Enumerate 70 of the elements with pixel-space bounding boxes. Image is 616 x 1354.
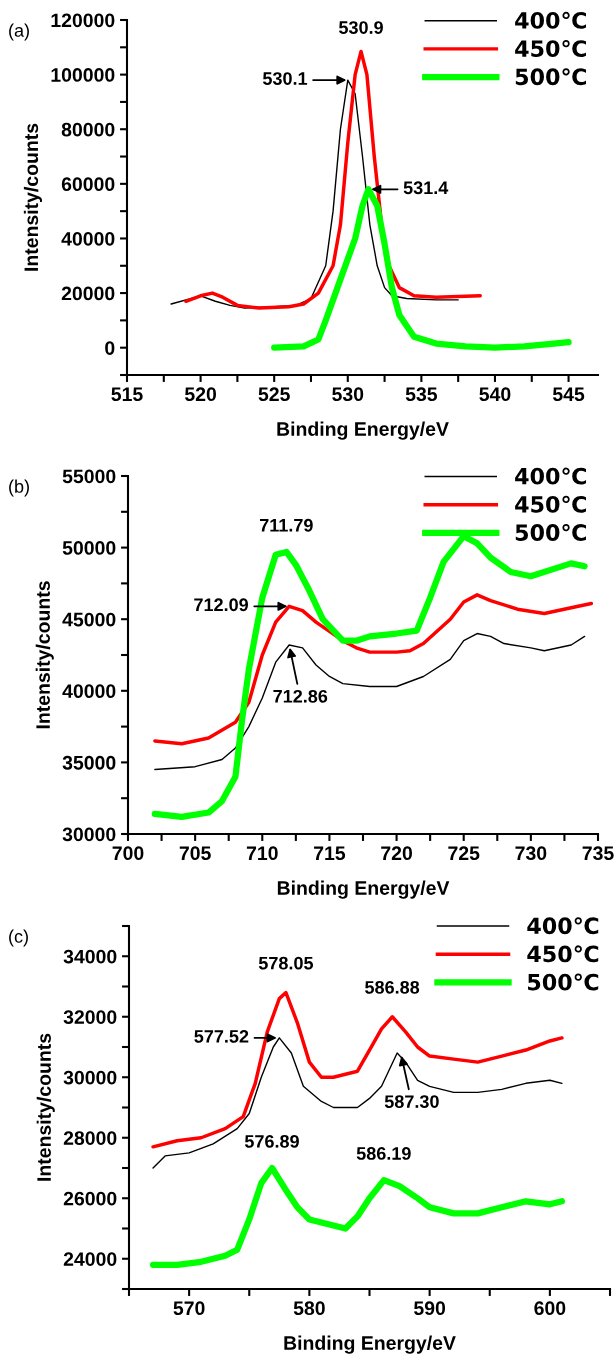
x-axis-title: Binding Energy/eV: [277, 880, 450, 899]
legend-label: 450℃: [527, 945, 599, 963]
chart-title: (c): [9, 929, 28, 947]
x-tick-label: 735: [582, 846, 614, 861]
annotation: 712.09: [194, 598, 249, 612]
annotation: 576.89: [244, 1134, 299, 1148]
y-tick-label: 40000: [62, 684, 116, 699]
line-series: [154, 632, 586, 771]
y-tick-label: 40000: [61, 231, 115, 246]
chart-title: (b): [9, 479, 29, 497]
y-tick-label: 45000: [62, 612, 116, 627]
annotation: 711.79: [259, 518, 313, 532]
legend-label: 500℃: [515, 68, 587, 86]
x-axis-title: Binding Energy/eV: [277, 421, 449, 440]
y-tick-label: 35000: [62, 755, 116, 770]
x-tick-label: 570: [173, 1301, 205, 1316]
x-tick-label: 720: [381, 846, 412, 861]
legend-label: 450℃: [515, 495, 586, 513]
y-tick-label: 24000: [63, 1252, 117, 1266]
y-tick-label: 100000: [51, 68, 115, 82]
y-tick-label: 28000: [63, 1131, 117, 1145]
legend-label: 400℃: [515, 467, 586, 485]
legend-label: 450℃: [515, 40, 587, 57]
x-axis-title: Binding Energy/eV: [284, 1335, 456, 1354]
y-tick-label: 0: [105, 341, 115, 355]
y-tick-label: 20000: [61, 286, 115, 301]
y-tick-label: 80000: [61, 122, 115, 137]
x-tick-label: 580: [293, 1301, 325, 1316]
legend-label: 400℃: [527, 917, 599, 935]
legend-label: 500℃: [528, 973, 599, 991]
x-tick-label: 700: [112, 846, 144, 861]
x-tick-label: 520: [184, 387, 217, 402]
annotation: 586.19: [356, 1147, 411, 1160]
y-tick-label: 34000: [63, 949, 117, 964]
y-tick-label: 120000: [51, 13, 115, 28]
x-tick-label: 600: [534, 1301, 566, 1316]
x-tick-label: 535: [405, 387, 438, 402]
y-tick-label: 55000: [62, 469, 116, 484]
x-tick-label: 705: [179, 846, 211, 861]
x-tick-label: 525: [258, 387, 290, 402]
annotation: 530.1: [262, 72, 308, 85]
y-axis-title: Intensity/counts: [36, 1033, 55, 1181]
legend-label: 400℃: [515, 11, 587, 29]
annotation: 577.52: [194, 1029, 249, 1043]
x-tick-label: 725: [448, 846, 480, 861]
y-tick-label: 30000: [62, 827, 116, 842]
x-tick-label: 540: [479, 387, 511, 402]
annotation: 712.86: [273, 689, 328, 703]
x-tick-label: 515: [111, 387, 143, 402]
y-axis-title: Intensity/counts: [35, 581, 54, 729]
x-tick-label: 530: [332, 387, 364, 402]
x-tick-label: 730: [515, 846, 547, 861]
annotation: 531.4: [403, 181, 449, 195]
y-tick-label: 50000: [62, 541, 116, 555]
annotation: 587.30: [384, 1095, 439, 1108]
annotation: 578.05: [258, 956, 314, 970]
x-tick-label: 545: [552, 387, 585, 402]
annotation: 530.9: [338, 21, 383, 34]
x-tick-label: 715: [314, 846, 346, 861]
chart-title: (a): [9, 23, 29, 41]
y-tick-label: 26000: [63, 1191, 117, 1206]
x-tick-label: 590: [414, 1301, 446, 1316]
y-tick-label: 32000: [63, 1010, 117, 1025]
x-tick-label: 710: [246, 846, 278, 861]
line-series: [153, 593, 594, 746]
y-tick-label: 60000: [61, 177, 115, 192]
y-axis-title: Intensity/counts: [23, 123, 42, 271]
legend-label: 500℃: [515, 523, 586, 541]
annotation: 586.88: [365, 980, 420, 994]
y-tick-label: 30000: [63, 1070, 117, 1085]
